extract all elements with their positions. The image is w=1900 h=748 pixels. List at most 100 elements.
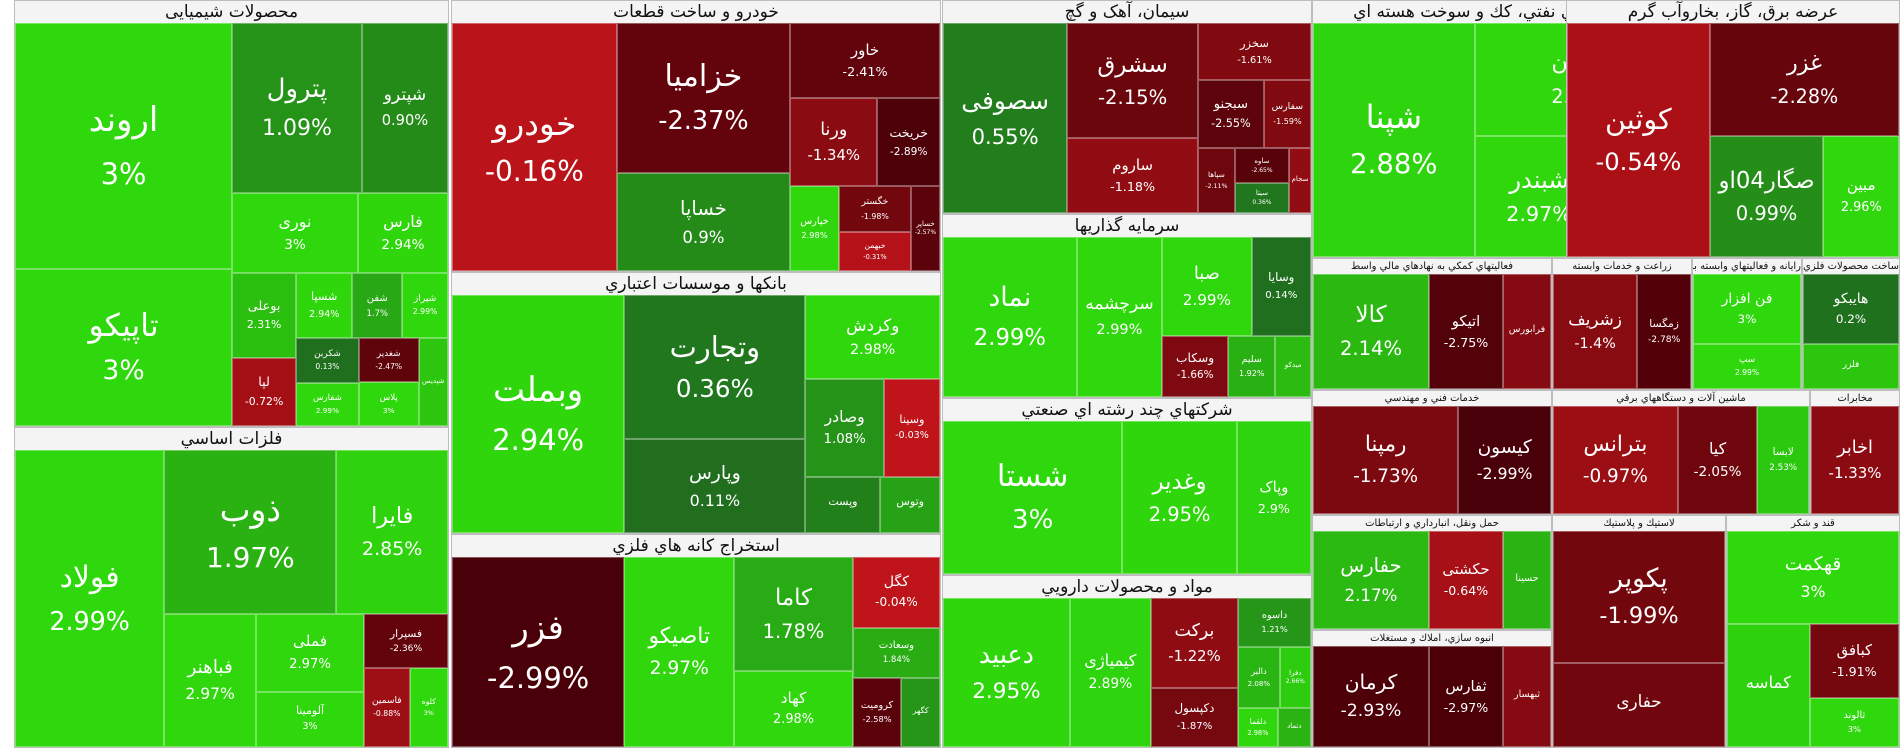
stock-tile[interactable]: خودرو -0.16% <box>452 23 617 271</box>
stock-tile[interactable]: شکربن 0.13% <box>296 338 359 383</box>
stock-tile[interactable]: ورنا -1.34% <box>790 97 878 186</box>
stock-tile[interactable]: فن افزار 3% <box>1693 274 1801 345</box>
stock-tile[interactable]: داسوه 1.21% <box>1238 598 1311 647</box>
stock-tile[interactable]: حسینا <box>1503 531 1551 629</box>
stock-tile[interactable]: خگستر -1.98% <box>839 185 911 233</box>
stock-tile[interactable]: صبا 2.99% <box>1162 237 1252 336</box>
stock-tile[interactable]: زشریف -1.4% <box>1553 274 1638 389</box>
stock-tile[interactable]: مبین 2.96% <box>1823 135 1899 257</box>
stock-tile[interactable]: لپا -0.72% <box>232 358 297 426</box>
stock-tile[interactable]: خبهمن -0.31% <box>839 232 911 271</box>
stock-tile[interactable]: دلقما 2.98% <box>1238 708 1278 747</box>
stock-tile[interactable]: فایرا 2.85% <box>336 450 448 615</box>
stock-tile[interactable]: پلاس 3% <box>358 382 419 426</box>
stock-tile[interactable]: سرچشمه 2.99% <box>1076 237 1163 397</box>
stock-tile[interactable]: وسينا -0.03% <box>883 378 940 478</box>
stock-tile[interactable]: ثالوند 3% <box>1809 697 1899 747</box>
stock-tile[interactable]: کگل -0.04% <box>852 557 940 628</box>
stock-tile[interactable]: سبجنو -2.55% <box>1197 80 1264 148</box>
stock-tile[interactable]: شیراز 2.99% <box>402 273 448 339</box>
stock-tile[interactable]: فزر -2.99% <box>452 557 625 747</box>
stock-tile[interactable]: خپارس 2.98% <box>790 185 839 271</box>
stock-tile[interactable]: قهکمت 3% <box>1727 531 1899 624</box>
stock-tile[interactable]: برکت -1.22% <box>1150 598 1239 688</box>
stock-tile[interactable]: شسپا 2.94% <box>296 273 353 339</box>
stock-tile[interactable]: وسعادت 1.84% <box>852 627 940 679</box>
stock-tile[interactable]: دکپسول -1.87% <box>1150 687 1239 747</box>
stock-tile[interactable]: نوری 3% <box>232 193 358 274</box>
stock-tile[interactable]: وسایا 0.14% <box>1251 237 1311 336</box>
stock-tile[interactable]: شفارس 2.99% <box>296 382 359 426</box>
stock-tile[interactable]: سلیم 1.92% <box>1228 335 1276 397</box>
stock-tile[interactable]: سپاها -2.11% <box>1197 147 1235 213</box>
stock-tile[interactable]: سصوفی 0.55% <box>943 23 1068 213</box>
stock-tile[interactable]: کیمیاژی 2.89% <box>1069 598 1151 747</box>
stock-tile[interactable]: فاسمین -0.88% <box>364 668 410 747</box>
stock-tile[interactable]: شغدیر -2.47% <box>358 338 419 383</box>
stock-tile[interactable]: شپترو 0.90% <box>361 23 448 194</box>
stock-tile[interactable]: دفرا 2.66% <box>1279 646 1311 709</box>
stock-tile[interactable]: ساروم -1.18% <box>1067 138 1198 213</box>
stock-tile[interactable]: شپنا 2.88% <box>1313 23 1475 257</box>
stock-tile[interactable]: فولاد 2.99% <box>15 450 165 747</box>
stock-tile[interactable]: رمپنا -1.73% <box>1313 406 1459 514</box>
stock-tile[interactable]: کالا 2.14% <box>1313 274 1429 389</box>
stock-tile[interactable]: ساوه -2.65% <box>1234 147 1290 184</box>
stock-tile[interactable]: هایبکو 0.2% <box>1803 274 1899 345</box>
stock-tile[interactable]: سجام <box>1289 147 1311 213</box>
stock-tile[interactable]: ثبهسار <box>1503 646 1551 747</box>
stock-tile[interactable]: حفاری <box>1553 662 1725 747</box>
stock-tile[interactable]: سشرق -2.15% <box>1067 23 1198 139</box>
stock-tile[interactable]: پترول 1.09% <box>232 23 362 194</box>
stock-tile[interactable]: تاصیکو 2.97% <box>624 557 735 747</box>
stock-tile[interactable]: حفارس 2.17% <box>1313 531 1429 629</box>
stock-tile[interactable]: فارس 2.94% <box>357 193 448 274</box>
stock-tile[interactable]: کاما 1.78% <box>734 557 853 672</box>
stock-tile[interactable]: خزامیا -2.37% <box>616 23 791 174</box>
stock-tile[interactable]: ذوب 1.97% <box>164 450 337 615</box>
stock-tile[interactable]: سخزر -1.61% <box>1197 23 1311 81</box>
stock-tile[interactable]: صگار04او 0.99% <box>1709 135 1824 257</box>
stock-tile[interactable]: دعبید 2.95% <box>943 598 1070 747</box>
stock-tile[interactable]: بترانس -0.97% <box>1553 406 1678 514</box>
stock-tile[interactable]: کگهر <box>901 678 940 747</box>
stock-tile[interactable]: وتوس <box>880 477 940 533</box>
stock-tile[interactable]: کیسون -2.99% <box>1458 406 1551 514</box>
stock-tile[interactable]: کروميت -2.58% <box>852 678 902 747</box>
stock-tile[interactable]: ثفارس -2.97% <box>1428 646 1503 747</box>
stock-tile[interactable]: بوعلی 2.31% <box>232 273 297 359</box>
stock-tile[interactable]: اتیکو -2.75% <box>1428 274 1503 389</box>
stock-tile[interactable]: کیا -2.05% <box>1677 406 1758 514</box>
stock-tile[interactable]: کبافق -1.91% <box>1809 623 1899 698</box>
stock-tile[interactable]: اخابر -1.33% <box>1811 406 1899 514</box>
stock-tile[interactable]: شستا 3% <box>943 421 1123 574</box>
stock-tile[interactable]: کهاد 2.98% <box>734 671 853 747</box>
stock-tile[interactable]: غزر -2.28% <box>1709 23 1899 136</box>
stock-tile[interactable]: وصادر 1.08% <box>805 378 884 478</box>
stock-tile[interactable]: زمگسا -2.78% <box>1637 274 1691 389</box>
stock-tile[interactable]: فملی 2.97% <box>256 614 365 692</box>
stock-tile[interactable]: میدکو <box>1275 335 1311 397</box>
stock-tile[interactable]: دالبر 2.08% <box>1238 646 1280 709</box>
stock-tile[interactable]: وغدیر 2.95% <box>1122 421 1237 574</box>
stock-tile[interactable]: فباهنر 2.97% <box>164 614 256 747</box>
stock-tile[interactable]: کماسه <box>1727 623 1810 747</box>
stock-tile[interactable]: اروند 3% <box>15 23 233 270</box>
stock-tile[interactable]: وپارس 0.11% <box>624 439 806 533</box>
stock-tile[interactable]: کلوه 3% <box>409 668 448 747</box>
stock-tile[interactable]: وتجارت 0.36% <box>624 295 806 440</box>
stock-tile[interactable]: فلزر <box>1803 344 1899 389</box>
stock-tile[interactable]: آلومینا 3% <box>256 691 365 747</box>
stock-tile[interactable]: تاپيكو 3% <box>15 269 233 426</box>
stock-tile[interactable]: خساپا 0.9% <box>616 173 791 271</box>
stock-tile[interactable]: سیتا 0.36% <box>1234 183 1290 213</box>
stock-tile[interactable]: وکردش 2.98% <box>805 295 940 379</box>
stock-tile[interactable]: خریخت -2.89% <box>877 97 940 186</box>
stock-tile[interactable]: خساپر -2.57% <box>910 185 940 271</box>
stock-tile[interactable]: کرمان -2.93% <box>1313 646 1429 747</box>
stock-tile[interactable]: شپدیس <box>418 338 448 426</box>
stock-tile[interactable]: سپ 2.99% <box>1693 344 1801 389</box>
stock-tile[interactable]: خاور -2.41% <box>790 23 940 98</box>
stock-tile[interactable]: نماد 2.99% <box>943 237 1077 397</box>
stock-tile[interactable]: پکوپر -1.99% <box>1553 531 1725 663</box>
